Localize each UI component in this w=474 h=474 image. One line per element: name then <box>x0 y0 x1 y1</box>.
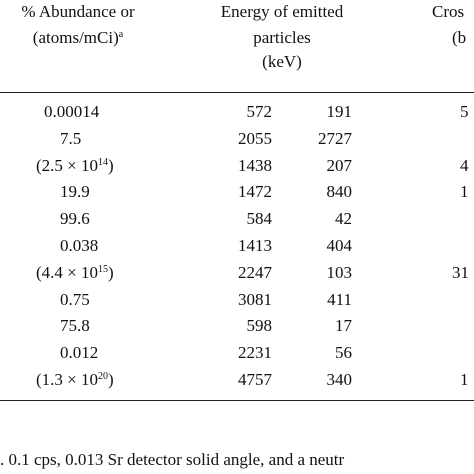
exponent: 15 <box>98 263 108 275</box>
energy-cell: 840 <box>326 182 353 202</box>
cross-cell: 5 <box>460 102 469 121</box>
footnote: . 0.1 cps, 0.013 Sr detector solid angle… <box>0 450 345 469</box>
abundance-cell: 75.8 <box>60 316 90 336</box>
cross-cell: 1 <box>460 182 469 202</box>
header-abundance-2: (atoms/mCi)a <box>33 28 123 48</box>
abundance-text: 0.012 <box>60 343 99 363</box>
abundance-cell: (2.5 × 1014) <box>36 156 114 176</box>
energy-cell: 2055 <box>238 128 272 148</box>
cross-cell: 4 <box>460 155 469 175</box>
abundance-text: 75.8 <box>60 316 90 336</box>
energy-cell: 2247 <box>238 262 272 282</box>
header-energy-3: (keV) <box>262 52 302 71</box>
abundance-text: 0.00014 <box>44 102 100 121</box>
abundance-cell: 0.038 <box>60 236 98 256</box>
abundance-close: ) <box>108 262 114 282</box>
rule <box>0 400 474 401</box>
energy-cell: 56 <box>335 343 352 363</box>
energy-cell: 191 <box>326 102 353 121</box>
abundance-text: 0.75 <box>60 289 90 309</box>
energy-cell: 1438 <box>238 155 272 175</box>
energy-cell: 2727 <box>318 128 352 148</box>
abundance-cell: (1.3 × 1020) <box>36 370 114 390</box>
abundance-close: ) <box>108 155 114 175</box>
energy-cell: 42 <box>335 209 352 229</box>
energy-cell: 1413 <box>238 236 272 255</box>
energy-cell: 207 <box>326 155 353 175</box>
energy-cell: 572 <box>246 102 273 121</box>
abundance-cell: 7.5 <box>60 129 81 149</box>
abundance-text: (2.5 × 10 <box>36 155 98 175</box>
header-cross-1: Cros <box>432 2 465 21</box>
header-abundance-text: (atoms/mCi) <box>32 28 119 47</box>
exponent: 14 <box>98 156 108 168</box>
energy-cell: 3081 <box>238 289 272 309</box>
energy-cell: 404 <box>326 236 353 255</box>
cross-cell: 31 <box>452 262 469 282</box>
abundance-text: (4.4 × 10 <box>36 262 98 282</box>
abundance-text: 0.038 <box>60 236 99 255</box>
energy-cell: 103 <box>326 262 353 282</box>
energy-cell: 598 <box>246 316 273 336</box>
header-cross-2: (b <box>452 28 467 47</box>
exponent: 20 <box>98 371 108 382</box>
abundance-cell: 99.6 <box>60 209 90 229</box>
abundance-text: 19.9 <box>60 182 90 202</box>
energy-cell: 1472 <box>238 182 272 202</box>
abundance-close: ) <box>108 370 114 389</box>
header-abundance-1: % Abundance or <box>21 2 135 21</box>
cross-cell: 1 <box>460 370 469 389</box>
footnote-mark: a <box>118 29 124 40</box>
abundance-cell: 0.012 <box>60 343 98 363</box>
abundance-cell: (4.4 × 1015) <box>36 263 114 283</box>
abundance-text: 99.6 <box>60 209 90 229</box>
energy-cell: 2231 <box>238 343 272 363</box>
abundance-cell: 0.75 <box>60 290 90 310</box>
rule <box>0 92 474 93</box>
abundance-cell: 0.00014 <box>44 102 99 122</box>
energy-cell: 584 <box>246 209 273 229</box>
header-energy-2: particles <box>253 28 311 47</box>
energy-cell: 17 <box>335 316 352 336</box>
energy-cell: 340 <box>326 370 353 389</box>
abundance-text: (1.3 × 10 <box>36 370 98 389</box>
energy-cell: 411 <box>327 289 352 309</box>
header-energy-1: Energy of emitted <box>220 2 344 21</box>
energy-cell: 4757 <box>238 370 272 389</box>
abundance-cell: 19.9 <box>60 182 90 202</box>
abundance-text: 7.5 <box>60 128 82 148</box>
